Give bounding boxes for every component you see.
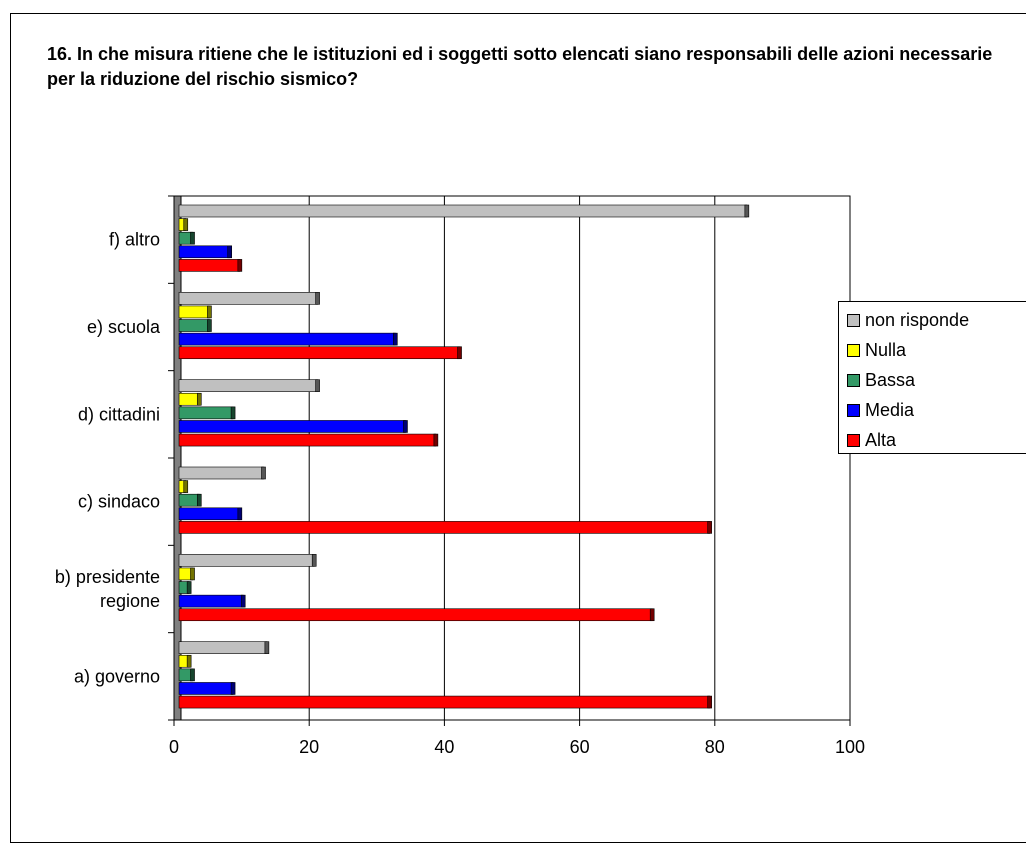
bar-end-b-presidente-regione-nulla bbox=[190, 567, 195, 581]
bar-end-a-governo-bassa bbox=[190, 668, 195, 682]
category-label: a) governo bbox=[74, 666, 160, 686]
bar-end-a-governo-non-risponde bbox=[264, 641, 270, 654]
bar-end-c-sindaco-media bbox=[237, 507, 243, 521]
legend-label: Media bbox=[865, 399, 915, 420]
bar-end-d-cittadini-alta bbox=[433, 433, 439, 447]
bar-end-e-scuola-bassa bbox=[207, 319, 212, 332]
legend-item-alta: Alta bbox=[847, 429, 896, 451]
category-label: f) altro bbox=[109, 230, 160, 250]
bar-end-d-cittadini-non-risponde bbox=[315, 379, 320, 392]
bar-b-presidente-regione-media bbox=[178, 594, 244, 608]
x-tick-label: 0 bbox=[169, 737, 179, 757]
category-label: e) scuola bbox=[87, 317, 161, 337]
bar-d-cittadini-bassa bbox=[178, 406, 234, 420]
bar-end-f-altro-nulla bbox=[183, 218, 189, 231]
bar-end-c-sindaco-alta bbox=[707, 521, 712, 534]
bar-end-d-cittadini-media bbox=[403, 420, 408, 433]
plot-area bbox=[173, 195, 851, 721]
bar-f-altro-alta bbox=[178, 259, 241, 272]
category-label: b) presidente bbox=[55, 567, 160, 587]
bar-end-a-governo-media bbox=[230, 682, 236, 695]
bar-end-f-altro-media bbox=[227, 245, 232, 259]
bar-end-f-altro-non-risponde bbox=[744, 204, 750, 218]
bar-end-b-presidente-regione-non-risponde bbox=[311, 554, 317, 567]
bar-d-cittadini-nulla bbox=[178, 392, 200, 406]
bar-e-scuola-bassa bbox=[178, 319, 210, 332]
category-label: regione bbox=[100, 591, 160, 611]
legend-label: Nulla bbox=[865, 339, 907, 360]
bar-f-altro-media bbox=[178, 245, 231, 259]
legend-swatch bbox=[847, 403, 860, 417]
x-tick-label: 100 bbox=[835, 737, 865, 757]
chart-legend: non risponde Nulla Bassa Media Alta bbox=[838, 301, 1026, 454]
bar-c-sindaco-non-risponde bbox=[178, 466, 264, 480]
bar-end-e-scuola-media bbox=[393, 332, 398, 346]
x-tick-label: 40 bbox=[434, 737, 454, 757]
legend-label: Bassa bbox=[865, 369, 916, 390]
bar-end-c-sindaco-nulla bbox=[183, 480, 189, 493]
bar-e-scuola-nulla bbox=[178, 305, 210, 319]
bar-d-cittadini-media bbox=[178, 420, 406, 433]
legend-item-media: Media bbox=[847, 399, 914, 421]
bar-end-c-sindaco-non-risponde bbox=[261, 466, 266, 480]
bar-c-sindaco-alta bbox=[178, 521, 710, 534]
bar-end-f-altro-bassa bbox=[190, 231, 195, 245]
legend-label: Alta bbox=[865, 429, 897, 450]
legend-item-nulla: Nulla bbox=[847, 339, 906, 361]
bar-end-d-cittadini-bassa bbox=[230, 406, 236, 420]
bar-end-b-presidente-regione-alta bbox=[649, 608, 655, 622]
bar-end-c-sindaco-bassa bbox=[196, 493, 202, 507]
bar-end-b-presidente-regione-media bbox=[240, 594, 246, 608]
bar-b-presidente-regione-non-risponde bbox=[178, 554, 315, 567]
bar-e-scuola-media bbox=[178, 332, 396, 346]
bar-a-governo-media bbox=[178, 682, 234, 695]
legend-swatch bbox=[847, 343, 860, 357]
bar-end-e-scuola-non-risponde bbox=[315, 292, 320, 305]
category-label: d) cittadini bbox=[78, 404, 160, 424]
legend-swatch bbox=[847, 433, 860, 447]
bar-a-governo-alta bbox=[178, 695, 710, 709]
bar-b-presidente-regione-alta bbox=[178, 608, 653, 622]
bar-f-altro-non-risponde bbox=[178, 204, 748, 218]
bar-end-a-governo-alta bbox=[707, 695, 712, 709]
x-tick-label: 20 bbox=[299, 737, 319, 757]
bar-c-sindaco-media bbox=[178, 507, 241, 521]
chart-title: 16. In che misura ritiene che le istituz… bbox=[47, 44, 993, 89]
legend-label: non risponde bbox=[865, 309, 970, 330]
bar-end-e-scuola-alta bbox=[457, 346, 462, 360]
bar-e-scuola-non-risponde bbox=[178, 292, 318, 305]
bar-end-d-cittadini-nulla bbox=[196, 392, 202, 406]
legend-item-non-risponde: non risponde bbox=[847, 309, 969, 331]
legend-item-bassa: Bassa bbox=[847, 369, 915, 391]
bar-chart: 0 20 40 60 80 100 a) governo b) presidente regio… bbox=[55, 195, 865, 757]
x-tick-label: 80 bbox=[705, 737, 725, 757]
bar-end-a-governo-nulla bbox=[186, 654, 192, 668]
bar-d-cittadini-non-risponde bbox=[178, 379, 318, 392]
bar-end-f-altro-alta bbox=[237, 259, 243, 272]
bar-c-sindaco-bassa bbox=[178, 493, 200, 507]
bar-e-scuola-alta bbox=[178, 346, 460, 360]
legend-swatch bbox=[847, 313, 860, 327]
category-label: c) sindaco bbox=[78, 492, 160, 512]
bar-d-cittadini-alta bbox=[178, 433, 437, 447]
bar-end-b-presidente-regione-bassa bbox=[186, 581, 192, 594]
x-tick-label: 60 bbox=[570, 737, 590, 757]
legend-swatch bbox=[847, 373, 860, 387]
bar-a-governo-non-risponde bbox=[178, 641, 268, 654]
bar-end-e-scuola-nulla bbox=[207, 305, 212, 319]
